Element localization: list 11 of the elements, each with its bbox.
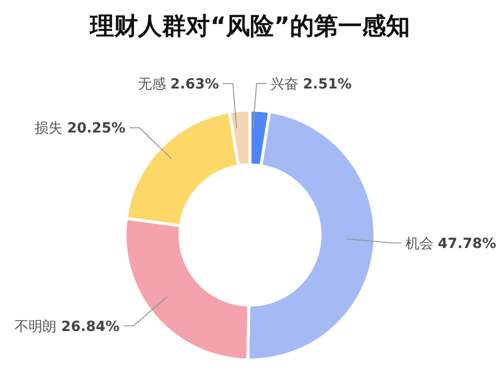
slice-label: 损失 bbox=[34, 120, 68, 137]
data-label: 2.51% bbox=[303, 76, 352, 92]
slice-label: 不明朗 bbox=[14, 318, 62, 335]
slice-label: 机会 bbox=[405, 236, 438, 252]
data-label: 20.25% bbox=[67, 120, 126, 137]
slice-label: 兴奋 bbox=[270, 76, 304, 92]
chart-title: 理财人群对“风险”的第一感知 bbox=[88, 11, 411, 42]
slice-label: 无感 bbox=[138, 76, 170, 92]
data-label: 47.78% bbox=[438, 236, 496, 252]
data-label: 2.63% bbox=[170, 76, 219, 92]
data-label: 26.84% bbox=[61, 318, 120, 335]
